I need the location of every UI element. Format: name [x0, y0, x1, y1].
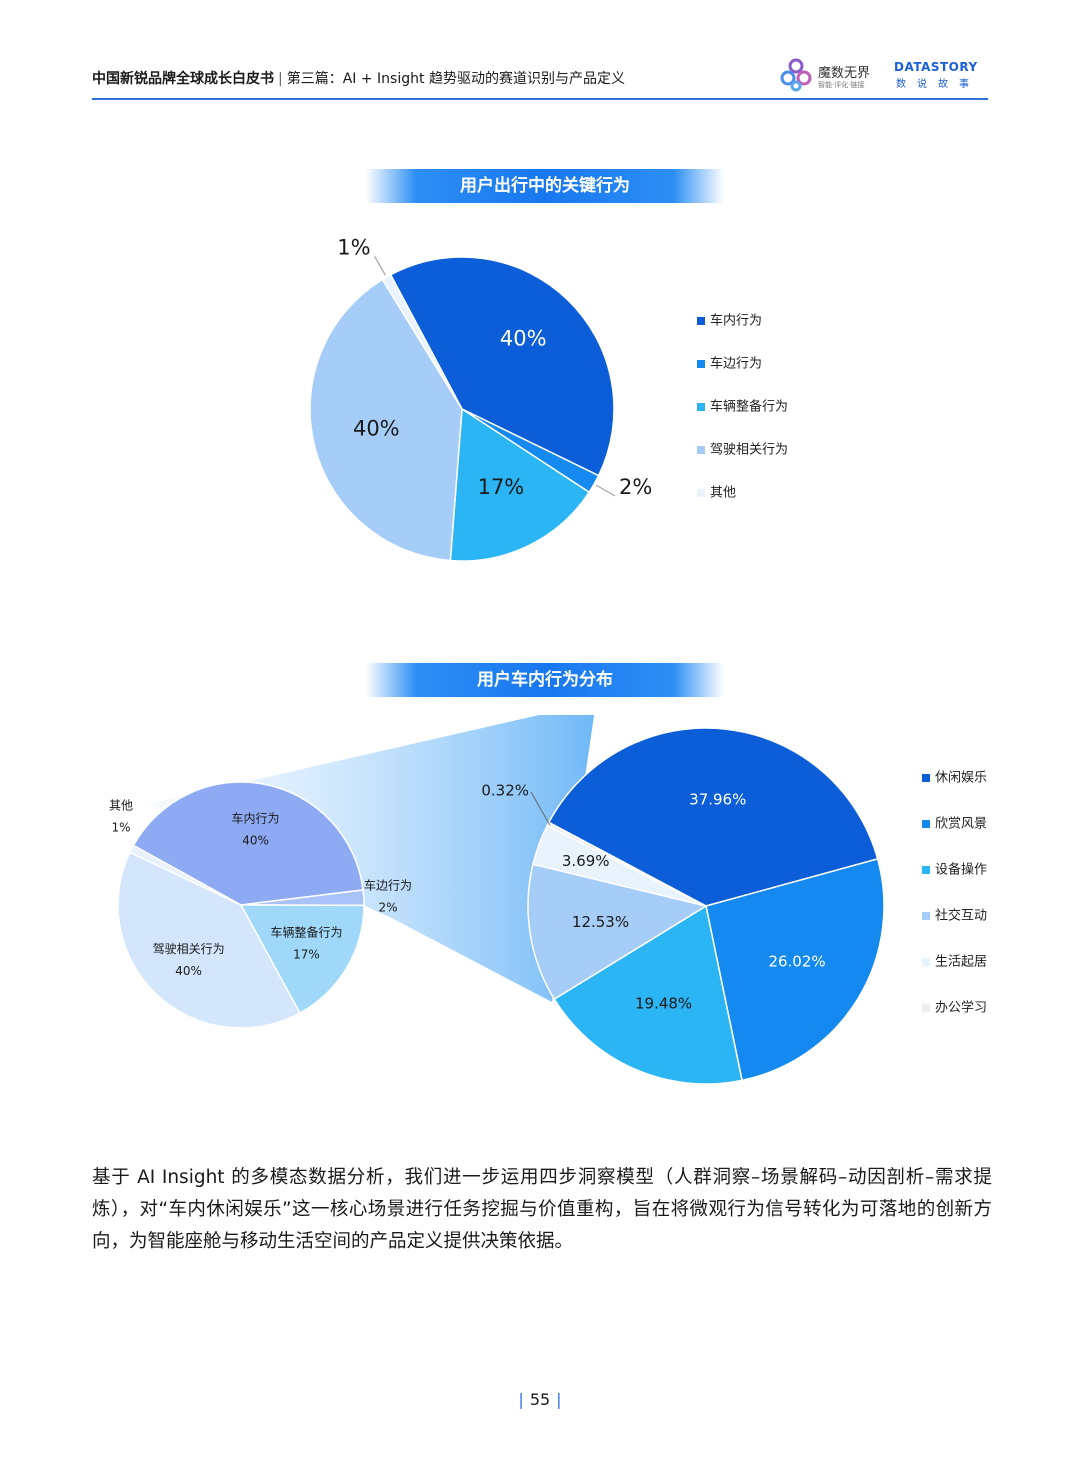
chart2-right-slice-0: [547, 727, 879, 907]
chart1-slice-3: [309, 278, 463, 562]
chart2-left-value-label-4: 1%: [111, 821, 130, 835]
chart2-right-legend-swatch-1: [922, 820, 930, 828]
chart1-legend-swatch-2: [697, 403, 705, 411]
page-header: 中国新锐品牌全球成长白皮书 | 第三篇：AI + Insight 趋势驱动的赛道识别…: [92, 56, 988, 100]
chart2-right-legend-swatch-3: [922, 912, 930, 920]
datastory-logo-cn: 数说故事: [896, 79, 980, 90]
chart2-left-slice-3: [117, 851, 301, 1029]
chart2-right-legend-item-3: 社交互动: [922, 908, 987, 924]
chart1-legend-item-0: 车内行为: [697, 313, 762, 329]
chart1-legend-swatch-0: [697, 317, 705, 325]
moshu-logo-icon: [780, 58, 812, 92]
chart1-value-label-1: 2%: [619, 475, 652, 499]
chart2-left-slice-4: [128, 844, 242, 906]
datastory-logo-brand: DATASTORY: [894, 60, 978, 74]
chart2-right-slice-2: [553, 904, 743, 1085]
chart2-right-legend-item-0: 休闲娱乐: [922, 771, 987, 786]
chart1-legend-swatch-3: [697, 446, 705, 454]
chart1-legend-label-1: 车边行为: [710, 356, 762, 372]
chart2-right-legend-label-2: 设备操作: [935, 862, 987, 878]
chart1-legend-item-3: 驾驶相关行为: [697, 443, 788, 458]
chart2-right-value-label-0: 37.96%: [689, 790, 746, 808]
chart1-legend-label-2: 车辆整备行为: [710, 399, 788, 415]
header-title: 中国新锐品牌全球成长白皮书 | 第三篇：AI + Insight 趋势驱动的赛道识别…: [92, 68, 625, 88]
chart1-value-label-4: 1%: [337, 235, 370, 259]
chart1-title-banner: 用户出行中的关键行为: [366, 169, 724, 203]
chart2-right-legend-label-1: 欣赏风景: [935, 817, 987, 832]
chart2-right-legend-swatch-5: [922, 1004, 930, 1012]
chart2-left-category-label-2: 车辆整备行为: [270, 925, 342, 940]
chart2-right-value-label-1: 26.02%: [768, 952, 825, 970]
chart1-slice-0: [389, 256, 615, 477]
chart2-title-banner: 用户车内行为分布: [366, 663, 724, 697]
chart1-value-label-2: 17%: [478, 475, 525, 499]
chart2-left-slice-0: [132, 781, 364, 906]
datastory-logo: DATASTORY 数说故事: [894, 60, 988, 90]
chart2-right-value-label-4: 3.69%: [562, 852, 610, 870]
moshu-logo: 魔数无界 智能·评化·链接: [780, 58, 880, 92]
chart2-right-legend-item-5: 办公学习: [922, 1000, 987, 1016]
chart2-left-value-label-2: 17%: [293, 948, 320, 962]
chart2-right-legend-label-0: 休闲娱乐: [935, 771, 987, 786]
chart1-slice-4: [381, 273, 463, 410]
chart1-leader-line-1: [595, 484, 616, 497]
chart2-pie-of-pie-chart: 车内行为 40% 车边行为 2% 车辆整备行为 17% 驾驶相关行为 40% 其他 1% 37.96…: [109, 715, 987, 1085]
chart2-right-value-label-2: 19.48%: [635, 995, 692, 1013]
chart2-right-value-label-5: 0.32%: [481, 782, 529, 800]
chart1-legend-item-2: 车辆整备行为: [697, 399, 788, 415]
chart2-left-category-label-4: 其他: [109, 799, 133, 813]
page-number-bar-right: |: [556, 1390, 562, 1409]
chart2-right-slice-3: [527, 863, 708, 1001]
chart1-legend-item-1: 车边行为: [697, 356, 762, 372]
chart2-right-legend-label-3: 社交互动: [935, 908, 987, 924]
chart1-legend-swatch-1: [697, 360, 705, 368]
chart2-left-value-label-3: 40%: [175, 964, 202, 978]
chart2-left-value-label-0: 40%: [242, 834, 269, 848]
chart2-left-value-label-1: 2%: [378, 901, 397, 915]
chart1-legend-label-0: 车内行为: [710, 313, 762, 329]
section-title: 第三篇：AI + Insight 趋势驱动的赛道识别与产品定义: [286, 71, 625, 87]
chart1-legend-item-4: 其他: [697, 486, 736, 501]
chart2-right-legend-swatch-0: [922, 774, 930, 782]
chart2-right-legend-item-4: 生活起居: [922, 955, 987, 970]
chart1-legend-swatch-4: [697, 489, 705, 497]
page-number-footer: | 55 |: [0, 1390, 1080, 1409]
chart1-value-label-3: 40%: [353, 417, 400, 441]
moshu-logo-name: 魔数无界: [818, 66, 871, 81]
chart2-right-legend-item-1: 欣赏风景: [922, 817, 987, 832]
chart2-left-category-label-1: 车边行为: [364, 878, 412, 893]
chart2-right-leader-line-5: [530, 791, 551, 826]
moshu-logo-tagline: 智能·评化·链接: [818, 81, 865, 89]
doc-title: 中国新锐品牌全球成长白皮书: [92, 71, 274, 87]
page-number: 55: [529, 1390, 551, 1409]
header-separator: |: [278, 71, 283, 87]
chart1-slice-2: [449, 407, 591, 562]
chart2-right-legend-item-2: 设备操作: [922, 862, 987, 878]
chart1-legend-label-3: 驾驶相关行为: [710, 443, 788, 458]
chart1-legend-label-4: 其他: [710, 486, 736, 501]
chart2-left-slice-2: [239, 904, 365, 1015]
chart2-right-value-label-3: 12.53%: [572, 913, 629, 931]
chart2-left-category-label-0: 车内行为: [232, 811, 280, 826]
chart2-right-legend-label-4: 生活起居: [935, 955, 987, 970]
chart2-left-category-label-3: 驾驶相关行为: [153, 941, 225, 956]
chart2-right-slice-1: [705, 857, 885, 1082]
chart2-right-legend-label-5: 办公学习: [935, 1000, 987, 1016]
body-paragraph: 基于 AI Insight 的多模态数据分析，我们进一步运用四步洞察模型（人群洞…: [92, 1167, 992, 1252]
chart1-leader-line-4: [374, 256, 386, 276]
page-number-bar-left: |: [518, 1390, 524, 1409]
chart1-value-label-0: 40%: [500, 327, 547, 351]
chart2-right-legend-swatch-4: [922, 958, 930, 966]
chart2-right-legend-swatch-2: [922, 866, 930, 874]
